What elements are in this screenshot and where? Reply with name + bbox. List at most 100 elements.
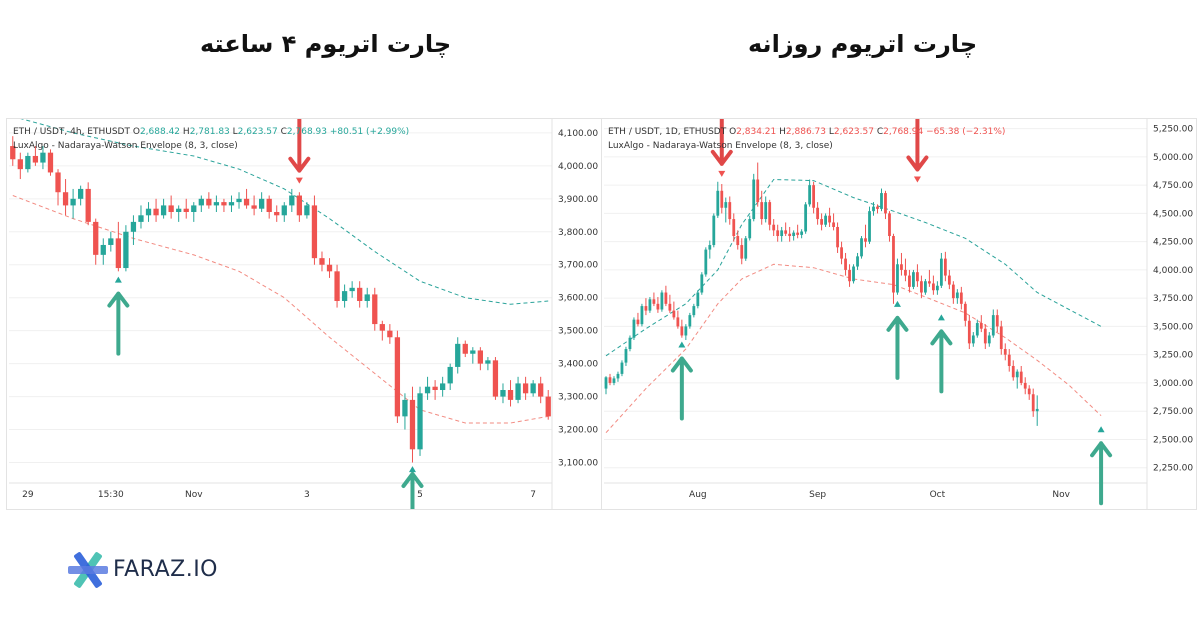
candle-body (648, 299, 652, 311)
y-tick-label: 3,800.00 (558, 228, 598, 238)
candle-body (732, 219, 736, 237)
y-tick-label: 4,000.00 (558, 162, 598, 172)
candle-body (545, 396, 551, 417)
faraz-logo[interactable]: FARAZ.IO (66, 548, 226, 594)
candle-body (868, 211, 871, 242)
candle-body (538, 383, 544, 397)
y-tick-label: 4,750.00 (1153, 181, 1193, 191)
y-tick-label: 4,500.00 (1153, 209, 1193, 219)
candle-body (900, 264, 903, 270)
candle-body (808, 185, 812, 205)
candle-body (967, 320, 971, 344)
candle-body (696, 292, 700, 307)
buy-signal-marker (893, 300, 901, 307)
candle-body (760, 202, 764, 220)
candle-body (672, 310, 676, 318)
candle-body (955, 292, 959, 299)
candle-body (888, 213, 891, 237)
chart-panel-daily[interactable]: 2,250.00 2,500.00 2,750.00 3,000.00 3,250.00… (601, 118, 1197, 510)
candle-body (728, 202, 732, 220)
candle-body (939, 258, 943, 286)
candle-body (266, 198, 272, 212)
candle-body (660, 292, 664, 310)
candle-body (93, 221, 99, 255)
y-tick-label: 3,400.00 (558, 360, 598, 370)
x-tick-label: Oct (930, 490, 946, 500)
candle-body (1003, 349, 1007, 355)
candle-body (379, 324, 385, 331)
candle-body (644, 306, 648, 311)
faraz-logo-icon (68, 552, 108, 588)
y-tick-label: 5,250.00 (1153, 125, 1193, 135)
candle-body (904, 269, 907, 276)
candle-body (123, 231, 129, 269)
annotation-arrow-up (930, 329, 953, 394)
candle-body (892, 236, 895, 293)
low-label: L (829, 127, 834, 137)
high-label: H (779, 127, 786, 137)
candle-body (221, 202, 227, 206)
candle-body (896, 264, 899, 293)
candle-body (764, 202, 768, 220)
candle-body (820, 219, 823, 225)
candle-body (477, 350, 483, 364)
candle-body (55, 172, 61, 193)
candle-body (604, 377, 608, 389)
candle-body (688, 315, 692, 327)
close-label: C (281, 127, 287, 137)
candle-body (251, 205, 257, 209)
candle-body (25, 155, 31, 170)
annotation-arrow-down (288, 119, 311, 173)
candle-body (916, 272, 919, 282)
candle-body (684, 326, 688, 336)
candle-body (692, 306, 696, 316)
candle-body (1007, 354, 1011, 366)
candle-body (668, 303, 672, 311)
candle-body (492, 360, 499, 397)
candle-body (768, 202, 772, 225)
candle-body (130, 221, 137, 232)
x-tick-label: 29 (22, 490, 34, 500)
candle-body (712, 215, 716, 246)
candle-body (744, 238, 748, 259)
candle-body (975, 323, 979, 336)
low-value: 2,623.57 (834, 127, 877, 137)
candle-body (326, 264, 333, 272)
candle-body (784, 230, 788, 234)
candle-body (447, 366, 453, 384)
candle-body (206, 198, 212, 206)
y-tick-label: 3,250.00 (1153, 351, 1193, 361)
candle-body (652, 299, 656, 304)
candle-body (656, 303, 660, 310)
annotation-arrow-up (1090, 441, 1113, 506)
candle-body (856, 256, 859, 267)
candle-body (951, 284, 955, 299)
candlestick-chart-4h[interactable]: 3,100.00 3,200.00 3,300.00 3,400.00 3,500.00… (7, 119, 601, 509)
buy-signal-marker (678, 341, 686, 348)
candle-body (402, 399, 408, 417)
low-label: L (233, 127, 238, 137)
candle-body (115, 238, 121, 269)
annotation-arrow-up (401, 472, 424, 509)
candle-body (612, 378, 616, 383)
candlestick-chart-daily[interactable]: 2,250.00 2,500.00 2,750.00 3,000.00 3,250.00… (602, 119, 1196, 509)
candle-body (357, 287, 363, 301)
candle-body (138, 215, 144, 222)
candle-body (176, 208, 182, 212)
y-tick-label: 3,500.00 (558, 327, 598, 337)
candle-body (319, 258, 325, 265)
low-value: 2,623.57 (238, 127, 281, 137)
ohlc-header: ETH / USDT, 1D, ETHUSDT O2,834.21 H2,886… (608, 127, 1005, 137)
candle-body (772, 224, 776, 231)
chart-panel-4h[interactable]: 3,100.00 3,200.00 3,300.00 3,400.00 3,500.00… (6, 118, 602, 510)
annotation-arrow-up (107, 291, 130, 356)
y-tick-label: 2,250.00 (1153, 464, 1193, 474)
close-label: C (877, 127, 883, 137)
candle-body (372, 294, 378, 325)
candle-body (455, 343, 461, 367)
candle-body (924, 281, 927, 293)
candle-body (47, 152, 54, 173)
candle-body (1011, 365, 1015, 378)
lower-envelope-line (12, 195, 549, 424)
candle-body (394, 337, 401, 417)
